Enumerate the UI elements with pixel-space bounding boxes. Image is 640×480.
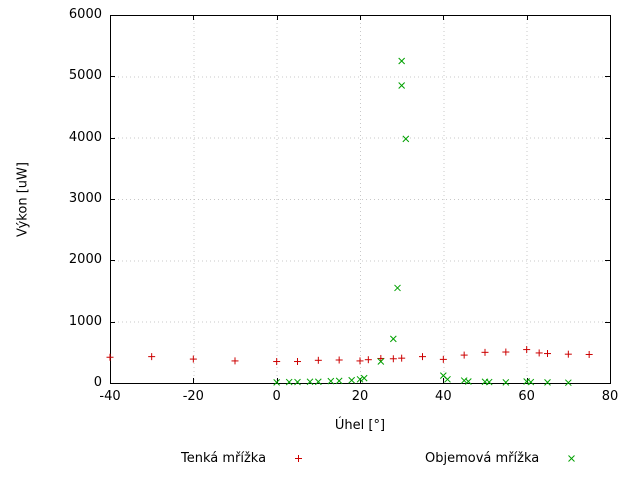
x-tick-label: -40 <box>99 389 121 404</box>
x-tick-label: 60 <box>518 389 535 404</box>
legend-label: Tenká mřížka <box>181 451 267 466</box>
x-tick-label: 80 <box>601 389 619 404</box>
x-tick-label: 40 <box>435 389 452 404</box>
legend-item-objemova-mrizka: Objemová mřížka <box>425 451 578 466</box>
legend-item-tenka-mrizka: Tenká mřížka <box>181 451 305 466</box>
y-tick-label: 1000 <box>68 313 102 329</box>
y-tick-label: 3000 <box>68 191 102 206</box>
cross-marker-icon <box>565 452 578 465</box>
series-0-points <box>106 346 593 366</box>
y-tick-label: 6000 <box>68 7 102 22</box>
y-tick-label: 5000 <box>68 68 102 84</box>
series-1-points <box>273 57 572 387</box>
y-tick-label: 4000 <box>68 129 102 145</box>
x-tick-label: 0 <box>272 389 281 404</box>
x-tick-label: 20 <box>351 389 369 404</box>
plus-marker-icon <box>292 452 305 465</box>
y-axis-label: Výkon [uW] <box>15 162 31 237</box>
grid-lines <box>110 15 611 384</box>
y-tick-label: 0 <box>93 375 102 390</box>
y-tick-label: 2000 <box>68 252 102 268</box>
x-tick-label: -20 <box>182 389 204 404</box>
legend-label: Objemová mřížka <box>425 451 540 466</box>
x-axis-label: Úhel [°] <box>334 418 386 433</box>
